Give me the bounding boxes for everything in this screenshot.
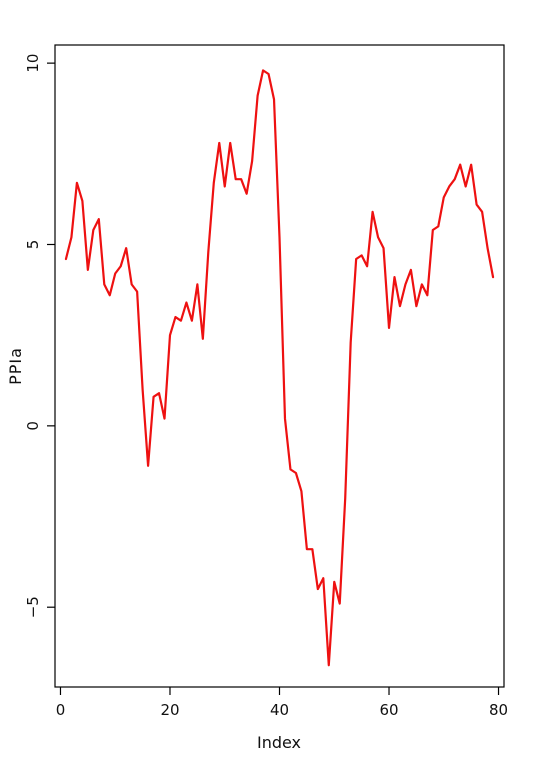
y-axis: −5 0 5 10 xyxy=(24,54,55,618)
x-tick-label: 40 xyxy=(270,701,289,719)
y-tick-label: −5 xyxy=(24,596,42,618)
y-axis-label: PPIa xyxy=(6,347,25,385)
x-tick-label: 20 xyxy=(160,701,179,719)
series-line xyxy=(64,69,495,667)
y-tick-label: 0 xyxy=(24,421,42,431)
x-axis: 0 20 40 60 80 xyxy=(56,687,508,719)
x-tick-label: 80 xyxy=(489,701,508,719)
y-tick-label: 5 xyxy=(24,240,42,250)
y-tick-label: 10 xyxy=(24,54,42,73)
x-tick-label: 0 xyxy=(56,701,66,719)
x-tick-label: 60 xyxy=(379,701,398,719)
series-layer xyxy=(64,69,495,667)
plot-frame xyxy=(54,44,505,688)
x-axis-label: Index xyxy=(257,733,301,752)
